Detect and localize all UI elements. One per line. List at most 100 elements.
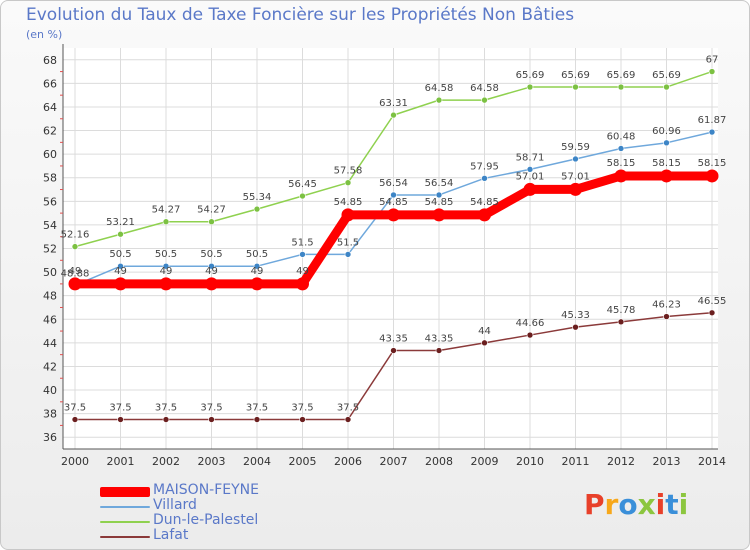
data-label: 51.5	[291, 237, 313, 248]
legend-swatch	[100, 487, 150, 497]
data-point	[68, 277, 82, 291]
y-tick-label: 56	[43, 195, 57, 208]
y-tick-label: 46	[43, 313, 57, 326]
data-point	[708, 68, 716, 75]
chart-title: Evolution du Taux de Taxe Foncière sur l…	[26, 5, 575, 25]
data-point	[253, 416, 261, 423]
data-label: 58.15	[652, 158, 681, 169]
data-label: 37.5	[155, 403, 177, 414]
x-tick-label: 2003	[198, 455, 226, 468]
legend-swatch	[100, 521, 150, 523]
data-point	[250, 277, 264, 291]
data-point	[162, 262, 170, 270]
data-label: 53.21	[106, 217, 135, 228]
x-tick-label: 2010	[516, 455, 544, 468]
data-label: 51.5	[337, 237, 359, 248]
data-point	[117, 262, 124, 270]
data-label: 67	[706, 55, 719, 66]
data-point	[435, 96, 443, 104]
data-label: 37.5	[337, 403, 359, 414]
data-point	[435, 347, 443, 354]
data-point	[208, 416, 215, 423]
data-label: 58.15	[607, 158, 636, 169]
data-label: 54.85	[470, 197, 499, 208]
data-point	[208, 218, 215, 226]
data-point	[162, 218, 170, 226]
data-label: 49	[160, 266, 173, 277]
x-tick-label: 2012	[607, 455, 635, 468]
data-label: 45.78	[607, 305, 636, 316]
data-point	[478, 208, 491, 222]
data-point	[344, 416, 352, 423]
data-point	[299, 416, 306, 423]
data-point	[162, 416, 170, 423]
data-point	[387, 208, 400, 222]
data-point	[663, 139, 670, 147]
y-tick-label: 58	[43, 172, 57, 185]
data-label: 58.15	[698, 158, 727, 169]
data-label: 37.5	[291, 403, 313, 414]
x-tick-label: 2008	[425, 455, 453, 468]
data-point	[208, 262, 215, 270]
legend-swatch	[100, 536, 150, 538]
data-label: 44	[478, 326, 491, 337]
data-point	[526, 166, 534, 173]
x-tick-label: 2013	[653, 455, 681, 468]
data-point	[114, 277, 127, 291]
data-label: 54.85	[379, 197, 408, 208]
data-label: 57.95	[470, 161, 499, 172]
data-label: 49	[296, 266, 309, 277]
data-label: 65.69	[652, 70, 681, 81]
data-point	[481, 96, 488, 104]
data-label: 54.85	[334, 197, 363, 208]
data-point	[569, 182, 582, 196]
y-tick-label: 44	[43, 337, 57, 350]
data-point	[526, 83, 534, 91]
data-label: 46.23	[652, 300, 681, 311]
data-label: 43.35	[379, 334, 408, 345]
data-point	[523, 182, 537, 196]
data-label: 50.5	[200, 249, 222, 260]
y-tick-label: 38	[43, 408, 57, 421]
data-label: 50.5	[155, 249, 177, 260]
data-label: 50.5	[109, 249, 131, 260]
data-point	[435, 191, 443, 199]
data-label: 49	[114, 266, 127, 277]
data-label: 65.69	[561, 70, 590, 81]
data-label: 37.5	[64, 403, 86, 414]
data-label: 63.31	[379, 98, 408, 109]
data-label: 65.69	[607, 70, 636, 81]
y-tick-label: 52	[43, 243, 57, 256]
data-point	[253, 205, 261, 213]
y-tick-label: 64	[43, 101, 57, 114]
x-tick-label: 2014	[698, 455, 726, 468]
x-tick-label: 2007	[380, 455, 408, 468]
data-point	[572, 323, 579, 331]
legend-label: Villard	[153, 497, 197, 513]
data-label: 57.01	[561, 171, 590, 182]
y-tick-label: 54	[43, 219, 57, 232]
data-point	[617, 83, 625, 91]
data-point	[71, 243, 79, 250]
y-tick-label: 36	[43, 431, 57, 444]
data-label: 50.5	[246, 249, 268, 260]
x-tick-label: 2001	[107, 455, 135, 468]
data-point	[390, 347, 397, 354]
x-tick-label: 2004	[243, 455, 271, 468]
y-tick-label: 62	[43, 125, 57, 138]
y-tick-label: 50	[43, 266, 57, 279]
data-label: 58.71	[516, 152, 545, 163]
data-label: 48.88	[61, 268, 90, 279]
data-point	[205, 277, 218, 291]
data-label: 59.59	[561, 142, 590, 153]
data-label: 54.27	[197, 205, 226, 216]
proxiti-logo: Proxiti	[584, 488, 689, 521]
data-point	[390, 191, 397, 199]
x-tick-label: 2009	[471, 455, 499, 468]
data-point	[705, 169, 719, 183]
unit-label: (en %)	[26, 28, 63, 41]
data-point	[159, 277, 173, 291]
data-label: 54.27	[152, 205, 181, 216]
data-point	[344, 251, 352, 258]
data-label: 65.69	[516, 70, 545, 81]
